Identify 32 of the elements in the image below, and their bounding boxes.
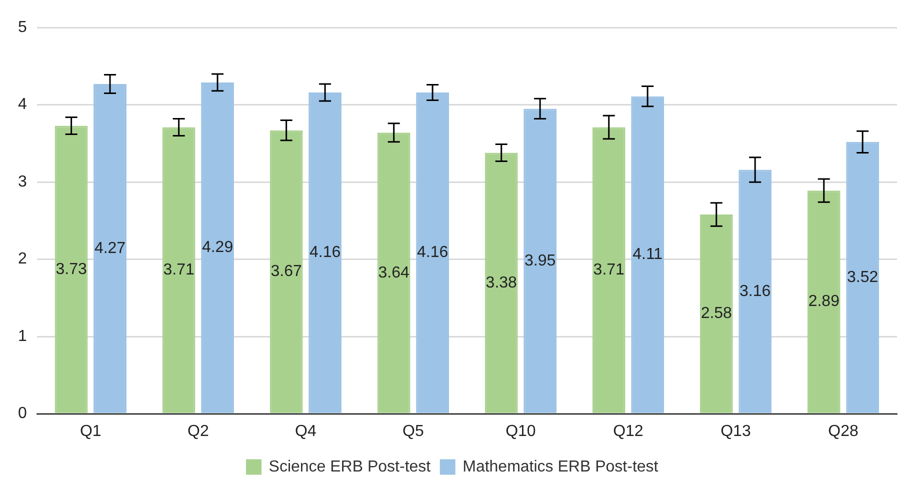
x-tick-label: Q13: [720, 422, 751, 440]
x-tick-label: Q12: [613, 422, 644, 440]
data-label: 3.52: [847, 268, 878, 286]
data-label: 2.58: [700, 305, 732, 322]
y-tick-label: 0: [18, 405, 27, 422]
y-tick-label: 4: [18, 96, 27, 114]
data-label: 4.11: [632, 246, 663, 264]
x-tick-label: Q1: [80, 422, 102, 440]
data-label: 3.71: [593, 262, 625, 279]
x-tick-label: Q2: [187, 422, 209, 440]
y-tick-label: 5: [18, 19, 27, 36]
x-tick-label: Q10: [506, 422, 536, 440]
y-tick-label: 1: [18, 328, 27, 345]
data-label: 3.95: [524, 252, 556, 270]
data-label: 4.16: [416, 244, 448, 262]
data-label: 3.71: [163, 262, 194, 279]
data-label: 3.67: [270, 263, 302, 280]
x-tick-label: Q4: [295, 422, 316, 440]
data-label: 3.38: [486, 274, 518, 292]
data-label: 2.89: [808, 293, 840, 310]
data-label: 3.16: [740, 282, 771, 300]
legend-label: Mathematics ERB Post-test: [462, 458, 659, 476]
legend-label: Science ERB Post-test: [268, 458, 432, 476]
data-label: 3.64: [378, 264, 410, 282]
y-tick-label: 2: [18, 250, 27, 268]
data-label: 3.73: [56, 260, 87, 278]
x-tick-label: Q28: [828, 422, 858, 440]
data-label: 4.16: [309, 244, 341, 262]
x-tick-label: Q5: [402, 422, 424, 440]
y-tick-label: 3: [18, 173, 27, 190]
data-label: 4.29: [202, 239, 234, 256]
data-label: 4.27: [94, 240, 126, 257]
